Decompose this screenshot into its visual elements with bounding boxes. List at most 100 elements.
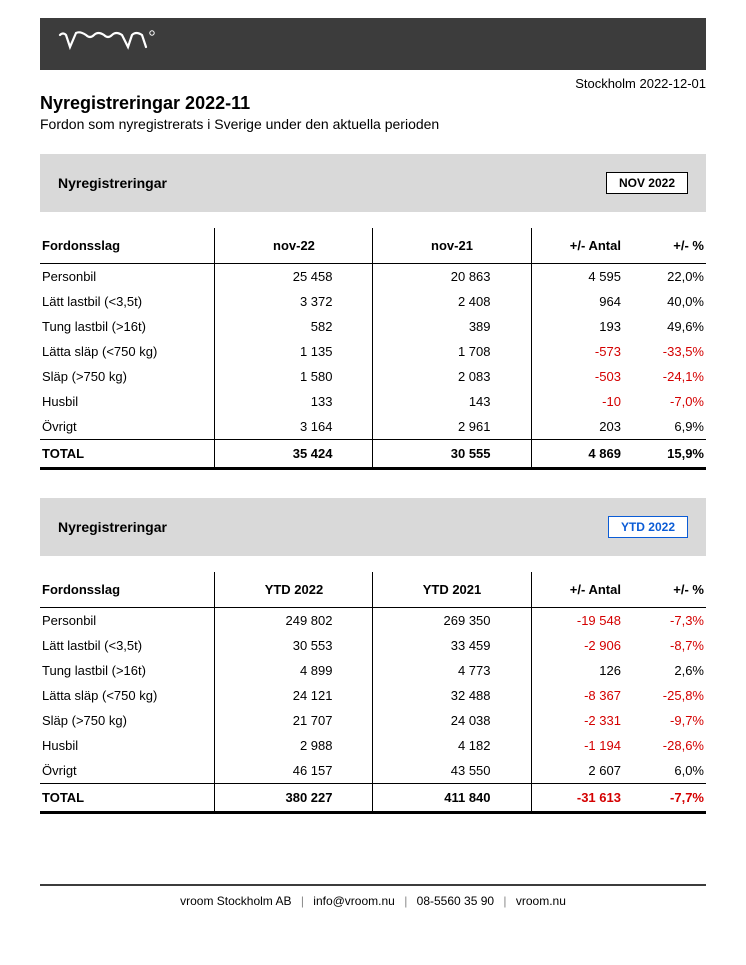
cell-previous: 269 350 bbox=[373, 608, 531, 634]
cell-pct: -8,7% bbox=[627, 633, 706, 658]
cell-pct: -9,7% bbox=[627, 708, 706, 733]
cell-type: Övrigt bbox=[40, 758, 215, 784]
page: Stockholm 2022-12-01 Nyregistreringar 20… bbox=[0, 18, 746, 928]
table-row: Övrigt3 1642 9612036,9% bbox=[40, 414, 706, 440]
cell-type: Tung lastbil (>16t) bbox=[40, 658, 215, 683]
cell-pct: 6,0% bbox=[627, 758, 706, 784]
cell-pct: 6,9% bbox=[627, 414, 706, 440]
cell-type: Lätt lastbil (<3,5t) bbox=[40, 633, 215, 658]
cell-pct: -28,6% bbox=[627, 733, 706, 758]
cell-current: 1 580 bbox=[215, 364, 373, 389]
col-diff: +/- Antal bbox=[531, 228, 627, 264]
cell-total-pct: 15,9% bbox=[627, 440, 706, 469]
table-total-row: TOTAL380 227411 840-31 613-7,7% bbox=[40, 784, 706, 813]
cell-current: 133 bbox=[215, 389, 373, 414]
table-wrap: FordonsslagYTD 2022YTD 2021+/- Antal+/- … bbox=[40, 572, 706, 814]
cell-diff: -573 bbox=[531, 339, 627, 364]
section-label: Nyregistreringar bbox=[58, 519, 167, 535]
table-row: Lätta släp (<750 kg)24 12132 488-8 367-2… bbox=[40, 683, 706, 708]
cell-current: 3 372 bbox=[215, 289, 373, 314]
cell-type: Släp (>750 kg) bbox=[40, 364, 215, 389]
cell-current: 46 157 bbox=[215, 758, 373, 784]
cell-current: 4 899 bbox=[215, 658, 373, 683]
page-subtitle: Fordon som nyregistrerats i Sverige unde… bbox=[40, 116, 706, 132]
section-header: NyregistreringarNOV 2022 bbox=[40, 154, 706, 212]
cell-pct: 2,6% bbox=[627, 658, 706, 683]
table-row: Tung lastbil (>16t)4 8994 7731262,6% bbox=[40, 658, 706, 683]
title-block: Nyregistreringar 2022-11 Fordon som nyre… bbox=[40, 93, 706, 132]
table-row: Släp (>750 kg)1 5802 083-503-24,1% bbox=[40, 364, 706, 389]
data-table: Fordonsslagnov-22nov-21+/- Antal+/- %Per… bbox=[40, 228, 706, 470]
cell-current: 582 bbox=[215, 314, 373, 339]
table-header-row: Fordonsslagnov-22nov-21+/- Antal+/- % bbox=[40, 228, 706, 264]
cell-total-previous: 30 555 bbox=[373, 440, 531, 469]
cell-type: Släp (>750 kg) bbox=[40, 708, 215, 733]
footer-email: info@vroom.nu bbox=[313, 894, 395, 908]
cell-type: Tung lastbil (>16t) bbox=[40, 314, 215, 339]
cell-previous: 4 773 bbox=[373, 658, 531, 683]
cell-current: 24 121 bbox=[215, 683, 373, 708]
cell-type: Lätt lastbil (<3,5t) bbox=[40, 289, 215, 314]
col-current: nov-22 bbox=[215, 228, 373, 264]
cell-total-label: TOTAL bbox=[40, 440, 215, 469]
table-row: Släp (>750 kg)21 70724 038-2 331-9,7% bbox=[40, 708, 706, 733]
cell-current: 30 553 bbox=[215, 633, 373, 658]
cell-previous: 32 488 bbox=[373, 683, 531, 708]
cell-diff: 964 bbox=[531, 289, 627, 314]
cell-pct: 40,0% bbox=[627, 289, 706, 314]
cell-total-current: 35 424 bbox=[215, 440, 373, 469]
cell-previous: 20 863 bbox=[373, 264, 531, 290]
vroom-logo bbox=[58, 29, 168, 60]
cell-total-diff: 4 869 bbox=[531, 440, 627, 469]
cell-type: Personbil bbox=[40, 608, 215, 634]
cell-diff: 4 595 bbox=[531, 264, 627, 290]
cell-pct: -25,8% bbox=[627, 683, 706, 708]
cell-type: Husbil bbox=[40, 389, 215, 414]
cell-previous: 2 408 bbox=[373, 289, 531, 314]
cell-pct: 22,0% bbox=[627, 264, 706, 290]
footer-company: vroom Stockholm AB bbox=[180, 894, 291, 908]
col-current: YTD 2022 bbox=[215, 572, 373, 608]
cell-previous: 1 708 bbox=[373, 339, 531, 364]
cell-previous: 2 083 bbox=[373, 364, 531, 389]
cell-diff: -2 331 bbox=[531, 708, 627, 733]
cell-diff: 203 bbox=[531, 414, 627, 440]
cell-pct: -24,1% bbox=[627, 364, 706, 389]
cell-total-previous: 411 840 bbox=[373, 784, 531, 813]
cell-current: 21 707 bbox=[215, 708, 373, 733]
footer-sep: | bbox=[301, 894, 304, 908]
table-row: Tung lastbil (>16t)58238919349,6% bbox=[40, 314, 706, 339]
cell-total-label: TOTAL bbox=[40, 784, 215, 813]
table-row: Personbil25 45820 8634 59522,0% bbox=[40, 264, 706, 290]
footer: vroom Stockholm AB | info@vroom.nu | 08-… bbox=[40, 884, 706, 908]
cell-total-diff: -31 613 bbox=[531, 784, 627, 813]
period-badge: NOV 2022 bbox=[606, 172, 688, 194]
cell-pct: -7,0% bbox=[627, 389, 706, 414]
cell-previous: 43 550 bbox=[373, 758, 531, 784]
col-previous: nov-21 bbox=[373, 228, 531, 264]
cell-previous: 33 459 bbox=[373, 633, 531, 658]
table-row: Lätt lastbil (<3,5t)30 55333 459-2 906-8… bbox=[40, 633, 706, 658]
cell-previous: 389 bbox=[373, 314, 531, 339]
table-total-row: TOTAL35 42430 5554 86915,9% bbox=[40, 440, 706, 469]
cell-type: Övrigt bbox=[40, 414, 215, 440]
footer-phone: 08-5560 35 90 bbox=[417, 894, 494, 908]
footer-web: vroom.nu bbox=[516, 894, 566, 908]
table-row: Lätta släp (<750 kg)1 1351 708-573-33,5% bbox=[40, 339, 706, 364]
cell-previous: 143 bbox=[373, 389, 531, 414]
table-row: Personbil249 802269 350-19 548-7,3% bbox=[40, 608, 706, 634]
cell-diff: 193 bbox=[531, 314, 627, 339]
cell-diff: 126 bbox=[531, 658, 627, 683]
period-badge: YTD 2022 bbox=[608, 516, 688, 538]
cell-current: 1 135 bbox=[215, 339, 373, 364]
cell-previous: 4 182 bbox=[373, 733, 531, 758]
footer-sep: | bbox=[503, 894, 506, 908]
cell-diff: -503 bbox=[531, 364, 627, 389]
cell-type: Husbil bbox=[40, 733, 215, 758]
page-title: Nyregistreringar 2022-11 bbox=[40, 93, 706, 114]
footer-sep: | bbox=[404, 894, 407, 908]
cell-diff: -10 bbox=[531, 389, 627, 414]
cell-type: Lätta släp (<750 kg) bbox=[40, 339, 215, 364]
cell-previous: 2 961 bbox=[373, 414, 531, 440]
cell-current: 25 458 bbox=[215, 264, 373, 290]
